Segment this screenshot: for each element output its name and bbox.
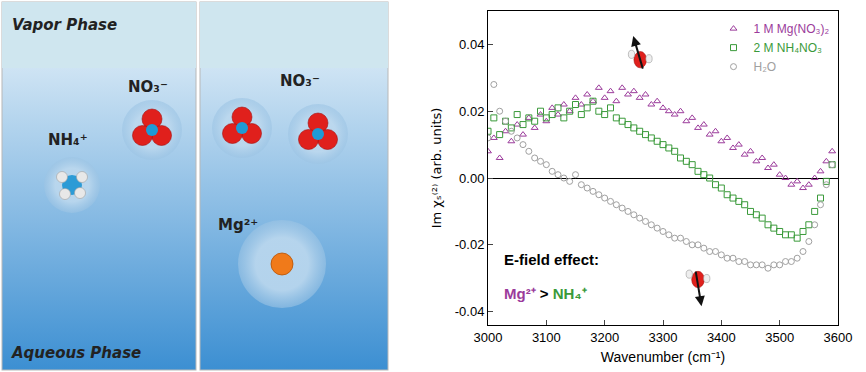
svg-text:Mg²⁺ > NH₄⁺: Mg²⁺ > NH₄⁺	[504, 285, 587, 302]
svg-text:2 M NH₄NO₃: 2 M NH₄NO₃	[754, 41, 823, 55]
svg-text:3100: 3100	[532, 330, 561, 345]
svg-text:3300: 3300	[649, 330, 678, 345]
svg-text:NH₄⁺: NH₄⁺	[48, 131, 88, 149]
svg-text:Vapor Phase: Vapor Phase	[12, 16, 117, 34]
svg-text:Wavenumber (cm⁻¹): Wavenumber (cm⁻¹)	[601, 349, 725, 365]
svg-text:3400: 3400	[707, 330, 736, 345]
svg-text:1 M Mg(NO₃)₂: 1 M Mg(NO₃)₂	[754, 22, 830, 36]
svg-text:Im χₛ⁽²⁾ (arb. units): Im χₛ⁽²⁾ (arb. units)	[429, 108, 444, 229]
svg-text:3200: 3200	[590, 330, 619, 345]
svg-text:E-field effect:: E-field effect:	[504, 251, 599, 268]
svg-text:0.04: 0.04	[459, 37, 484, 52]
svg-text:3000: 3000	[474, 330, 503, 345]
svg-text:H₂O: H₂O	[754, 60, 777, 74]
svg-text:-0.02: -0.02	[455, 237, 485, 252]
svg-text:-0.04: -0.04	[455, 304, 485, 319]
svg-text:Mg²⁺: Mg²⁺	[218, 216, 258, 234]
svg-text:Aqueous Phase: Aqueous Phase	[11, 344, 141, 362]
svg-text:NO₃⁻: NO₃⁻	[280, 72, 320, 90]
svg-text:NO₃⁻: NO₃⁻	[128, 78, 168, 96]
svg-text:3600: 3600	[824, 330, 853, 345]
svg-text:0.00: 0.00	[459, 171, 484, 186]
svg-text:0.02: 0.02	[459, 104, 484, 119]
svg-text:3500: 3500	[765, 330, 794, 345]
